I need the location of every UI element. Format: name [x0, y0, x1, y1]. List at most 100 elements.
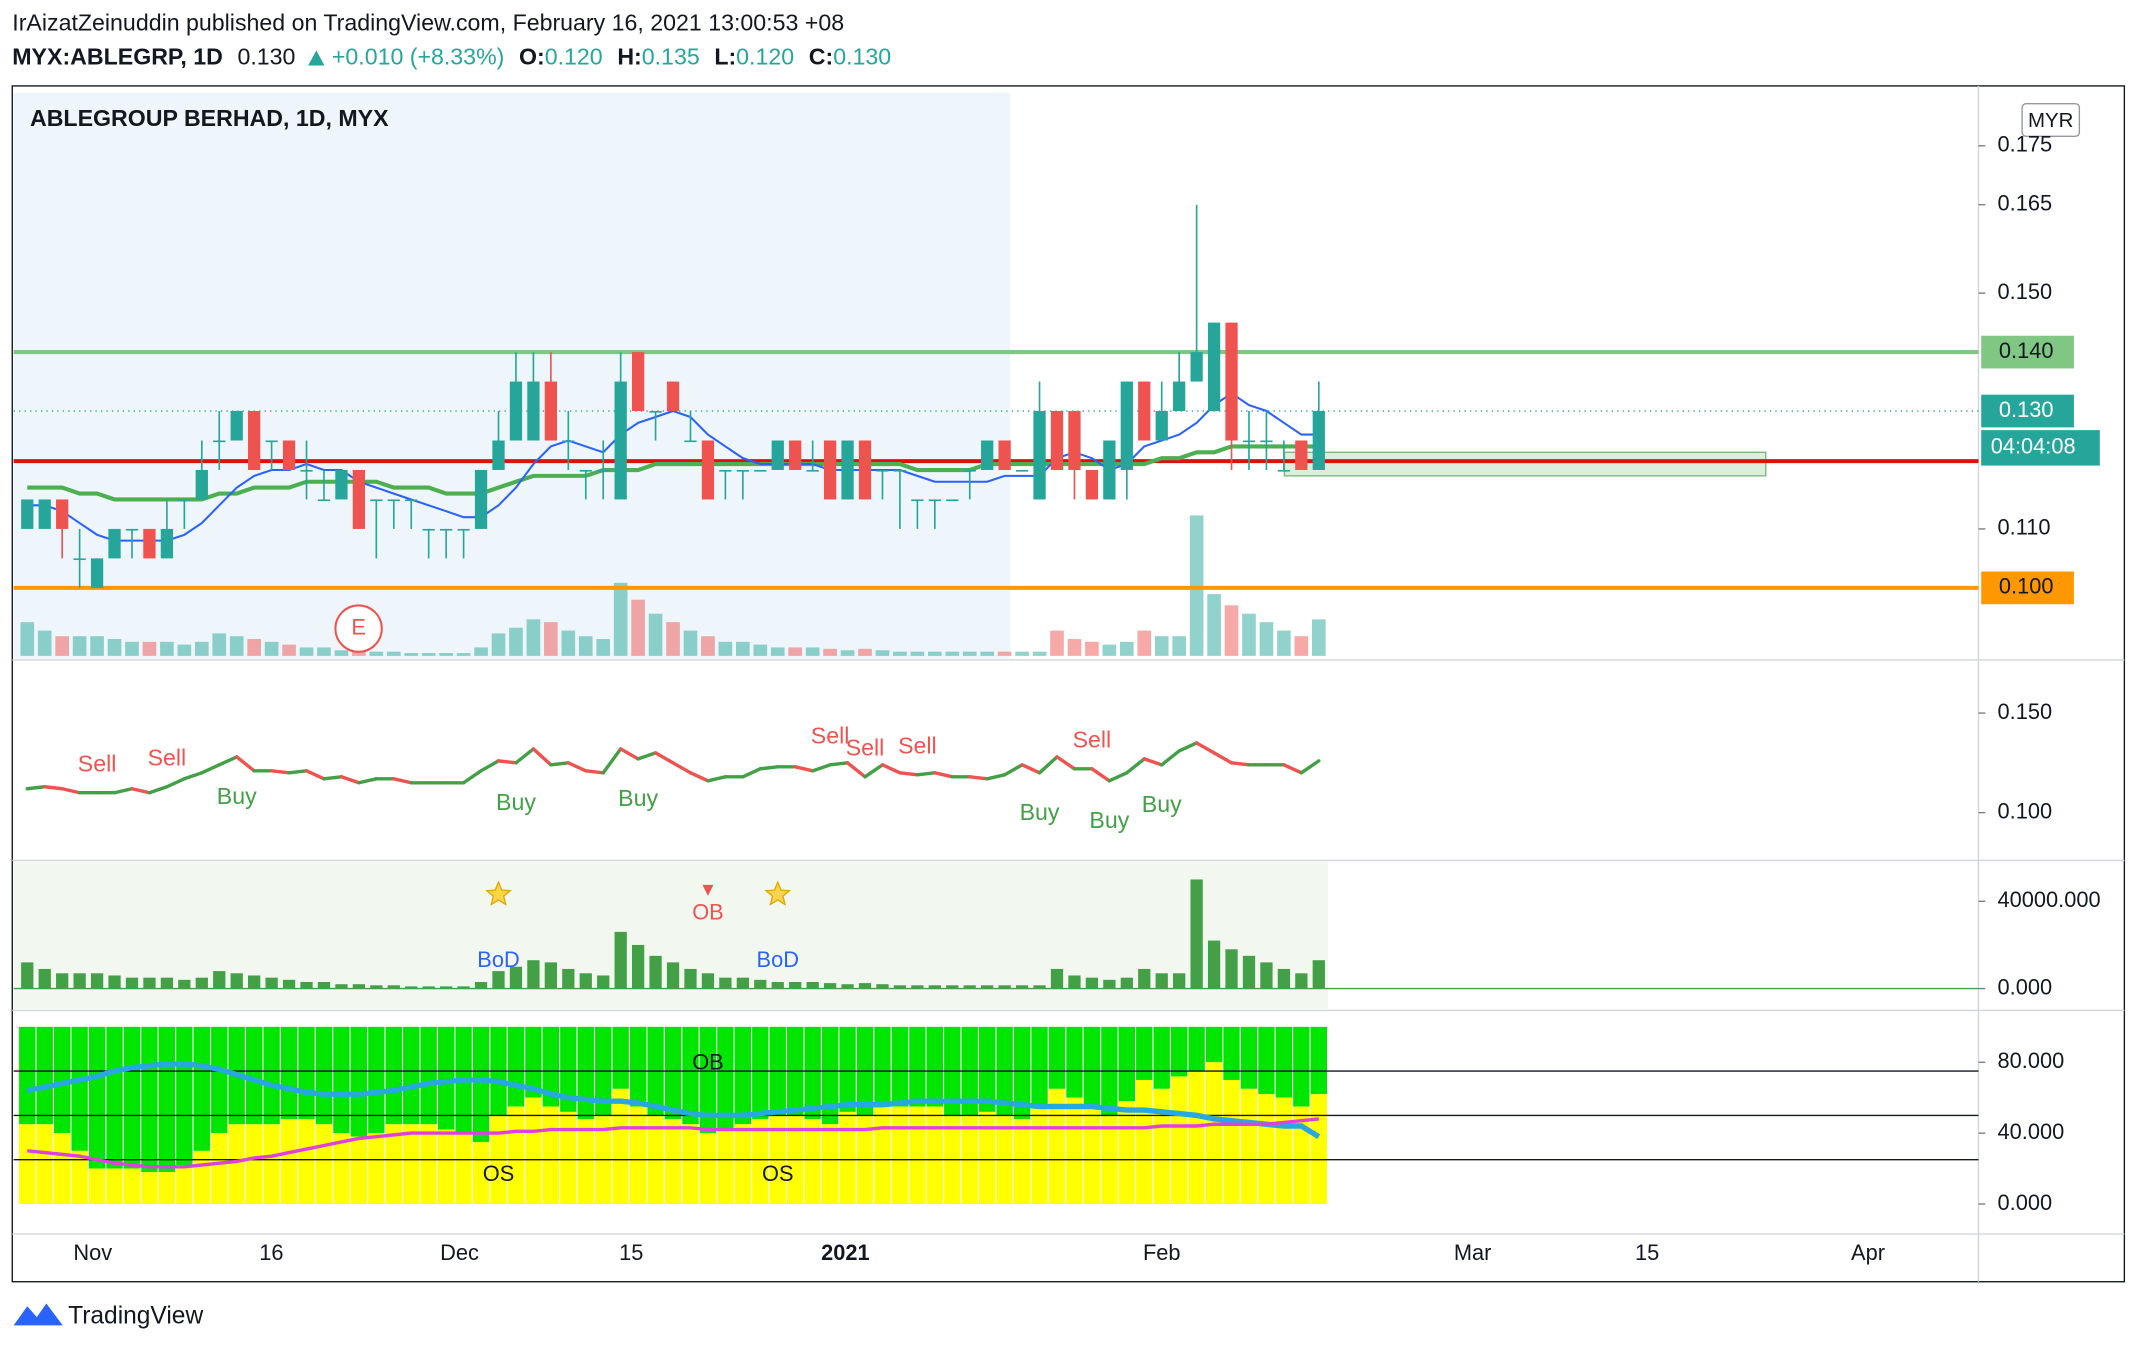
candle-body: [1103, 440, 1116, 500]
volume-overlay-bar: [1085, 641, 1099, 656]
upper-bar: [211, 1026, 228, 1134]
candle-body: [893, 469, 907, 472]
oscillator-segment: [1229, 761, 1251, 767]
volume-overlay-bar: [578, 636, 593, 656]
upper-bar: [1275, 1026, 1293, 1098]
lower-bar: [821, 1124, 839, 1205]
volume-bar: [405, 986, 418, 989]
oscillator-segment: [496, 759, 518, 765]
oscillator-segment: [1107, 771, 1129, 783]
candle-body: [789, 440, 802, 470]
upper-bar: [36, 1026, 53, 1125]
lower-bar: [53, 1133, 71, 1205]
volume-bar: [125, 977, 139, 989]
x-tick-label: Mar: [1454, 1240, 1492, 1265]
volume-bar: [858, 983, 872, 989]
volume-bar: [893, 985, 907, 989]
oscillator-segment: [322, 775, 344, 781]
oscillator-segment: [810, 763, 832, 773]
upper-bar: [821, 1026, 839, 1125]
volume-bar: [370, 985, 383, 989]
oscillator-segment: [147, 785, 169, 795]
candle-body: [457, 528, 470, 531]
oscillator-segment: [1282, 763, 1304, 775]
volume-overlay-bar: [264, 641, 279, 656]
lower-bar: [664, 1118, 682, 1205]
oscillator-segment: [514, 747, 536, 765]
upper-bar: [1031, 1026, 1048, 1107]
candle-body: [195, 469, 208, 500]
lower-bar: [211, 1133, 228, 1205]
volume-overlay-bar: [701, 636, 715, 656]
upper-bar: [193, 1026, 210, 1151]
volume-bar: [178, 979, 191, 989]
volume-bar: [1173, 973, 1186, 989]
level-label: 0.140: [1999, 338, 2054, 363]
lower-bar: [1240, 1088, 1258, 1205]
volume-bar: [56, 973, 69, 989]
volume-overlay-bar: [317, 647, 331, 656]
candle-body: [282, 440, 296, 470]
oscillator-segment: [339, 775, 361, 785]
volume-overlay-bar: [456, 653, 471, 656]
upper-bar: [176, 1026, 193, 1166]
zone-label: OS: [762, 1161, 794, 1186]
volume-overlay-bar: [194, 641, 209, 656]
volume-bar: [981, 985, 994, 989]
upper-bar: [542, 1026, 560, 1107]
y-tick-label: 40.000: [1998, 1119, 2065, 1144]
volume-bar: [701, 973, 715, 989]
lower-bar: [734, 1124, 752, 1205]
lower-bar: [1153, 1088, 1170, 1205]
volume-bar: [1190, 879, 1203, 989]
volume-overlay-bar: [596, 639, 611, 656]
candle-body: [963, 469, 976, 472]
volume-bar: [1120, 977, 1133, 989]
upper-bar: [1118, 1026, 1135, 1102]
oscillator-segment: [566, 761, 588, 773]
lower-bar: [804, 1118, 821, 1205]
candle-body: [876, 469, 889, 472]
volume-overlay-bar: [37, 630, 52, 656]
x-tick-label: Nov: [73, 1240, 112, 1265]
symbol: MYX:ABLEGRP, 1D: [12, 44, 223, 70]
upper-bar: [385, 1026, 402, 1125]
volume-overlay-bar: [1154, 636, 1169, 656]
lower-bar: [141, 1172, 158, 1205]
footer: TradingView: [13, 1303, 203, 1330]
volume-overlay-bar: [1207, 594, 1221, 656]
upper-bar: [71, 1026, 88, 1151]
volume-overlay-bar: [823, 648, 837, 656]
volume-overlay-bar: [928, 651, 942, 656]
volume-bar: [998, 985, 1011, 989]
candle-body: [317, 499, 331, 502]
logo-icon: [13, 1303, 63, 1326]
lower-bar: [71, 1150, 88, 1205]
upper-bar: [525, 1026, 542, 1098]
volume-overlay-bar: [561, 630, 576, 656]
volume-bar: [457, 986, 470, 989]
volume-overlay-bar: [631, 599, 645, 656]
oscillator-segment: [915, 771, 937, 777]
volume-bar: [806, 982, 819, 989]
ohlc-label: O:: [519, 44, 545, 70]
volume-overlay-bar: [352, 650, 366, 656]
oscillator-segment: [880, 763, 902, 775]
oscillator-segment: [1037, 755, 1059, 775]
candle-body: [178, 499, 191, 502]
lower-bar: [507, 1106, 525, 1205]
signal-label: Buy: [1142, 791, 1182, 817]
candle-body: [422, 528, 435, 531]
oscillator-segment: [636, 751, 658, 761]
lower-bar: [403, 1124, 420, 1205]
y-tick-label: 0.100: [1998, 798, 2053, 823]
candle-body: [527, 381, 540, 441]
candle-body: [806, 469, 819, 472]
volume-overlay-bar: [491, 633, 506, 656]
upper-bar: [1013, 1026, 1031, 1119]
lower-bar: [1188, 1071, 1205, 1205]
volume-overlay-bar: [107, 639, 122, 656]
lower-bar: [612, 1088, 629, 1205]
star-icon: [485, 880, 512, 906]
oscillator-segment: [112, 787, 134, 795]
